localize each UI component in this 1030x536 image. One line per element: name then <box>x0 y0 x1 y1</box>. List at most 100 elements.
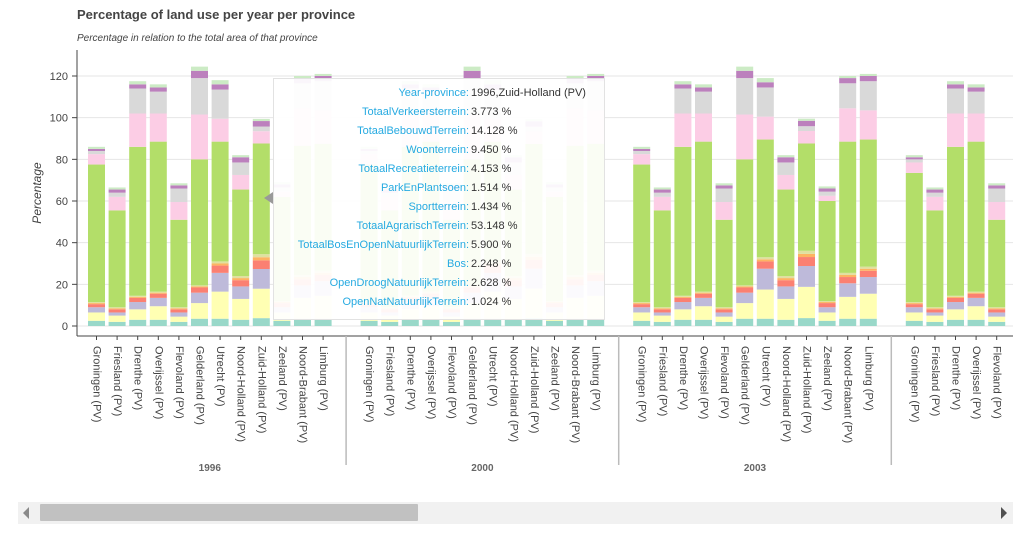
bar-segment-TotaalBebouwdTerrein[interactable] <box>633 312 651 321</box>
bar-segment-TotaalAgrarischTerrein[interactable] <box>756 139 774 258</box>
bar-segment-ParkEnPlantsoen[interactable] <box>756 259 774 262</box>
bar-segment-TotaalAgrarischTerrein[interactable] <box>967 141 985 292</box>
bar-segment-ParkEnPlantsoen[interactable] <box>674 296 692 298</box>
bar-segment-OpenDroogNatuurlijkTerrein[interactable] <box>967 87 985 92</box>
horizontal-scrollbar[interactable] <box>18 502 1013 524</box>
bar-segment-TotaalVerkeersterrein[interactable] <box>273 320 291 326</box>
bar-segment-TotaalBebouwdTerrein[interactable] <box>695 306 712 320</box>
bar-segment-TotaalBosEnOpenNatuurlijkTerrein[interactable] <box>674 113 692 147</box>
bar-segment-TotaalVerkeersterrein[interactable] <box>736 318 754 326</box>
bar-segment-Bos[interactable] <box>926 192 944 197</box>
bar-segment-TotaalBebouwdTerrein[interactable] <box>947 309 964 320</box>
bar-segment-ParkEnPlantsoen[interactable] <box>149 292 167 294</box>
bar-segment-Woonterrein[interactable] <box>170 312 188 317</box>
bar-segment-TotaalBebouwdTerrein[interactable] <box>149 306 167 320</box>
bar-segment-Woonterrein[interactable] <box>232 286 250 299</box>
bar-segment-TotaalVerkeersterrein[interactable] <box>818 320 836 326</box>
bar-segment-Sportterrein[interactable] <box>149 291 167 293</box>
bar-segment-TotaalBebouwdTerrein[interactable] <box>211 291 229 319</box>
bar-segment-ParkEnPlantsoen[interactable] <box>988 308 1006 310</box>
bar-segment-TotaalVerkeersterrein[interactable] <box>633 320 651 326</box>
bar-segment-Sportterrein[interactable] <box>777 276 795 279</box>
bar-segment-Woonterrein[interactable] <box>149 297 167 307</box>
bar-segment-TotaalBosEnOpenNatuurlijkTerrein[interactable] <box>777 174 795 190</box>
bar-segment-TotaalVerkeersterrein[interactable] <box>967 319 985 326</box>
bar-segment-OpenNatNatuurlijkTerrein[interactable] <box>839 76 857 79</box>
bar-segment-OpenDroogNatuurlijkTerrein[interactable] <box>905 157 923 160</box>
bar-segment-Sportterrein[interactable] <box>967 291 985 293</box>
bar-segment-Woonterrein[interactable] <box>88 307 105 313</box>
bar-segment-TotaalVerkeersterrein[interactable] <box>422 319 440 326</box>
bar-segment-OpenDroogNatuurlijkTerrein[interactable] <box>252 121 270 127</box>
bar-segment-TotaalBosEnOpenNatuurlijkTerrein[interactable] <box>839 108 857 142</box>
bar-segment-TotaalBebouwdTerrein[interactable] <box>798 286 815 319</box>
bar-segment-TotaalVerkeersterrein[interactable] <box>191 318 208 326</box>
bar-segment-TotaalVerkeersterrein[interactable] <box>926 321 944 326</box>
bar-segment-ParkEnPlantsoen[interactable] <box>715 308 733 310</box>
bar-segment-Woonterrein[interactable] <box>108 312 126 316</box>
bar-segment-TotaalBebouwdTerrein[interactable] <box>839 296 857 319</box>
bar-segment-TotaalAgrarischTerrein[interactable] <box>149 141 167 292</box>
bar-segment-Woonterrein[interactable] <box>926 312 944 316</box>
bar-segment-Bos[interactable] <box>695 91 712 114</box>
bar-segment-TotaalBebouwdTerrein[interactable] <box>674 309 692 320</box>
bar-segment-TotaalAgrarischTerrein[interactable] <box>170 219 188 308</box>
bar-segment-TotaalBebouwdTerrein[interactable] <box>129 309 147 320</box>
bar-segment-Sportterrein[interactable] <box>756 257 774 260</box>
bar-segment-TotaalBosEnOpenNatuurlijkTerrein[interactable] <box>905 162 923 173</box>
bar-segment-TotaalBebouwdTerrein[interactable] <box>653 315 671 322</box>
bar-segment-TotaalVerkeersterrein[interactable] <box>149 319 167 326</box>
bar-segment-Sportterrein[interactable] <box>653 307 671 309</box>
bar-segment-TotaalVerkeersterrein[interactable] <box>756 318 774 326</box>
bar-segment-Sportterrein[interactable] <box>798 250 815 254</box>
bar-segment-OpenDroogNatuurlijkTerrein[interactable] <box>653 189 671 193</box>
bar-segment-TotaalRecreatieterrein[interactable] <box>108 309 126 313</box>
bar-segment-Woonterrein[interactable] <box>988 312 1006 317</box>
bar-segment-OpenNatNatuurlijkTerrein[interactable] <box>463 66 481 71</box>
bar-segment-Bos[interactable] <box>170 188 188 203</box>
bar-segment-OpenDroogNatuurlijkTerrein[interactable] <box>839 78 857 84</box>
bar-segment-Bos[interactable] <box>252 126 270 132</box>
bar-segment-Sportterrein[interactable] <box>252 254 270 258</box>
bar-segment-TotaalBosEnOpenNatuurlijkTerrein[interactable] <box>211 118 229 142</box>
bar-segment-Bos[interactable] <box>211 89 229 119</box>
bar-segment-Woonterrein[interactable] <box>839 283 857 297</box>
bar-segment-TotaalVerkeersterrein[interactable] <box>715 321 733 326</box>
bar-segment-TotaalBosEnOpenNatuurlijkTerrein[interactable] <box>947 113 964 147</box>
scroll-right-arrow-icon[interactable] <box>1001 507 1007 519</box>
bar-segment-Woonterrein[interactable] <box>695 297 712 307</box>
bar-segment-OpenDroogNatuurlijkTerrein[interactable] <box>88 148 105 151</box>
bar-segment-Sportterrein[interactable] <box>736 285 754 287</box>
bar-segment-TotaalRecreatieterrein[interactable] <box>988 309 1006 313</box>
bar-segment-TotaalBosEnOpenNatuurlijkTerrein[interactable] <box>818 195 836 201</box>
bar-segment-OpenNatNatuurlijkTerrein[interactable] <box>798 118 815 121</box>
bar-segment-TotaalVerkeersterrein[interactable] <box>443 321 460 326</box>
bar-segment-OpenNatNatuurlijkTerrein[interactable] <box>715 183 733 186</box>
bar-segment-TotaalVerkeersterrein[interactable] <box>294 318 311 326</box>
bar-segment-TotaalVerkeersterrein[interactable] <box>129 319 147 326</box>
bar-segment-Woonterrein[interactable] <box>859 277 877 294</box>
bar-segment-TotaalVerkeersterrein[interactable] <box>360 320 378 326</box>
bar-segment-TotaalBebouwdTerrein[interactable] <box>756 289 774 319</box>
bar-segment-Woonterrein[interactable] <box>947 302 964 310</box>
bar-segment-TotaalBosEnOpenNatuurlijkTerrein[interactable] <box>859 110 877 140</box>
bar-segment-TotaalRecreatieterrein[interactable] <box>674 297 692 303</box>
bar-segment-Woonterrein[interactable] <box>252 269 270 289</box>
bar-segment-Sportterrein[interactable] <box>947 295 964 297</box>
bar-segment-TotaalRecreatieterrein[interactable] <box>695 293 712 298</box>
bar-segment-TotaalAgrarischTerrein[interactable] <box>108 210 126 308</box>
bar-segment-TotaalBosEnOpenNatuurlijkTerrein[interactable] <box>108 196 126 211</box>
bar-segment-TotaalVerkeersterrein[interactable] <box>587 318 605 326</box>
bar-segment-OpenNatNatuurlijkTerrein[interactable] <box>587 73 605 76</box>
bar-segment-TotaalVerkeersterrein[interactable] <box>525 318 543 326</box>
bar-segment-ParkEnPlantsoen[interactable] <box>695 292 712 294</box>
bar-segment-Sportterrein[interactable] <box>818 301 836 303</box>
bar-segment-TotaalBebouwdTerrein[interactable] <box>777 298 795 320</box>
bar-segment-Bos[interactable] <box>191 78 208 115</box>
bar-segment-Bos[interactable] <box>756 87 774 117</box>
bar-segment-Bos[interactable] <box>653 192 671 197</box>
bar-segment-TotaalBosEnOpenNatuurlijkTerrein[interactable] <box>715 202 733 220</box>
bar-segment-TotaalVerkeersterrein[interactable] <box>232 319 250 326</box>
bar-segment-TotaalVerkeersterrein[interactable] <box>566 318 584 326</box>
bar-segment-OpenNatNatuurlijkTerrein[interactable] <box>252 118 270 122</box>
